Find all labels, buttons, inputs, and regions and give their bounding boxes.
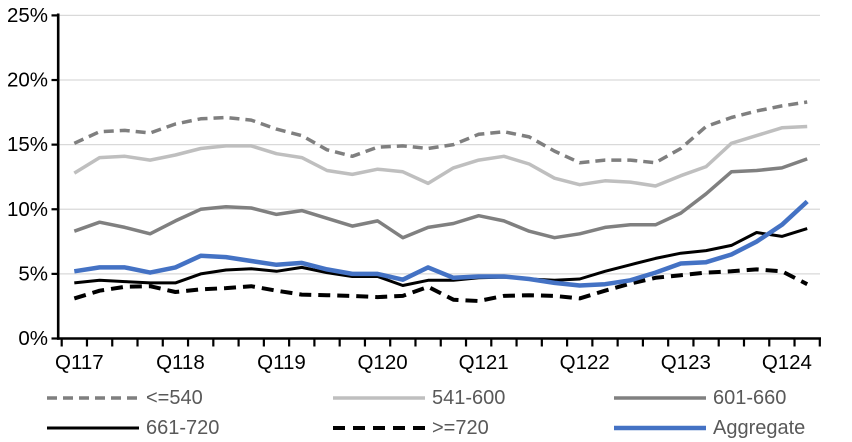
- x-axis-label-Q123: Q123: [661, 351, 711, 374]
- legend-label-<=540: <=540: [146, 387, 203, 409]
- legend-swatch-661-720: [47, 426, 139, 430]
- legend-item-<=540: <=540: [47, 383, 203, 413]
- x-axis-label-Q124: Q124: [762, 351, 812, 374]
- legend-label->=720: >=720: [432, 417, 489, 439]
- legend-item-601-660: 601-660: [614, 383, 786, 413]
- line-chart: 0% 5% 10% 15% 20% 25% Q117 Q118 Q119 Q120 Q121 Q122…: [7, 4, 821, 374]
- y-axis-label-15%: 15%: [7, 133, 48, 156]
- series-line-601-660: [73, 157, 808, 240]
- y-axis-label-10%: 10%: [7, 198, 48, 221]
- series-line-541-600: [73, 124, 808, 188]
- legend-swatch-601-660: [614, 396, 706, 400]
- legend-label-601-660: 601-660: [713, 387, 787, 409]
- legend-item-Aggregate: Aggregate: [614, 413, 805, 442]
- legend-row-2: 661-720 >=720 Aggregate: [0, 413, 852, 442]
- series-line->=720: [73, 267, 809, 303]
- chart-legend: <=540 541-600 601-660 661-720 >=720 Aggregat…: [0, 383, 852, 442]
- y-axis-label-20%: 20%: [7, 69, 48, 92]
- legend-row-1: <=540 541-600 601-660: [0, 383, 852, 413]
- y-axis-label-5%: 5%: [18, 262, 48, 285]
- legend-swatch-Aggregate: [614, 425, 706, 431]
- x-axis-label-Q120: Q120: [357, 351, 407, 374]
- legend-swatch-541-600: [333, 396, 425, 400]
- legend-item-541-600: 541-600: [333, 383, 505, 413]
- x-axis-label-Q117: Q117: [55, 351, 104, 374]
- x-axis-label-Q119: Q119: [257, 351, 306, 374]
- x-axis-label-Q118: Q118: [156, 351, 205, 374]
- y-axis-label-0%: 0%: [18, 327, 48, 350]
- y-axis-label-25%: 25%: [7, 4, 48, 27]
- series-line-661-720: [74, 227, 808, 287]
- x-axis-label-Q122: Q122: [560, 351, 610, 374]
- legend-label-661-720: 661-720: [146, 417, 220, 439]
- legend-item-661-720: 661-720: [47, 413, 219, 442]
- legend-swatch->=720: [333, 426, 425, 430]
- series-line-Aggregate: [73, 199, 809, 288]
- legend-item->=720: >=720: [333, 413, 489, 442]
- legend-label-541-600: 541-600: [432, 387, 506, 409]
- x-axis-label-Q121: Q121: [459, 351, 509, 374]
- legend-swatch-<=540: [47, 396, 139, 400]
- legend-label-Aggregate: Aggregate: [713, 417, 806, 439]
